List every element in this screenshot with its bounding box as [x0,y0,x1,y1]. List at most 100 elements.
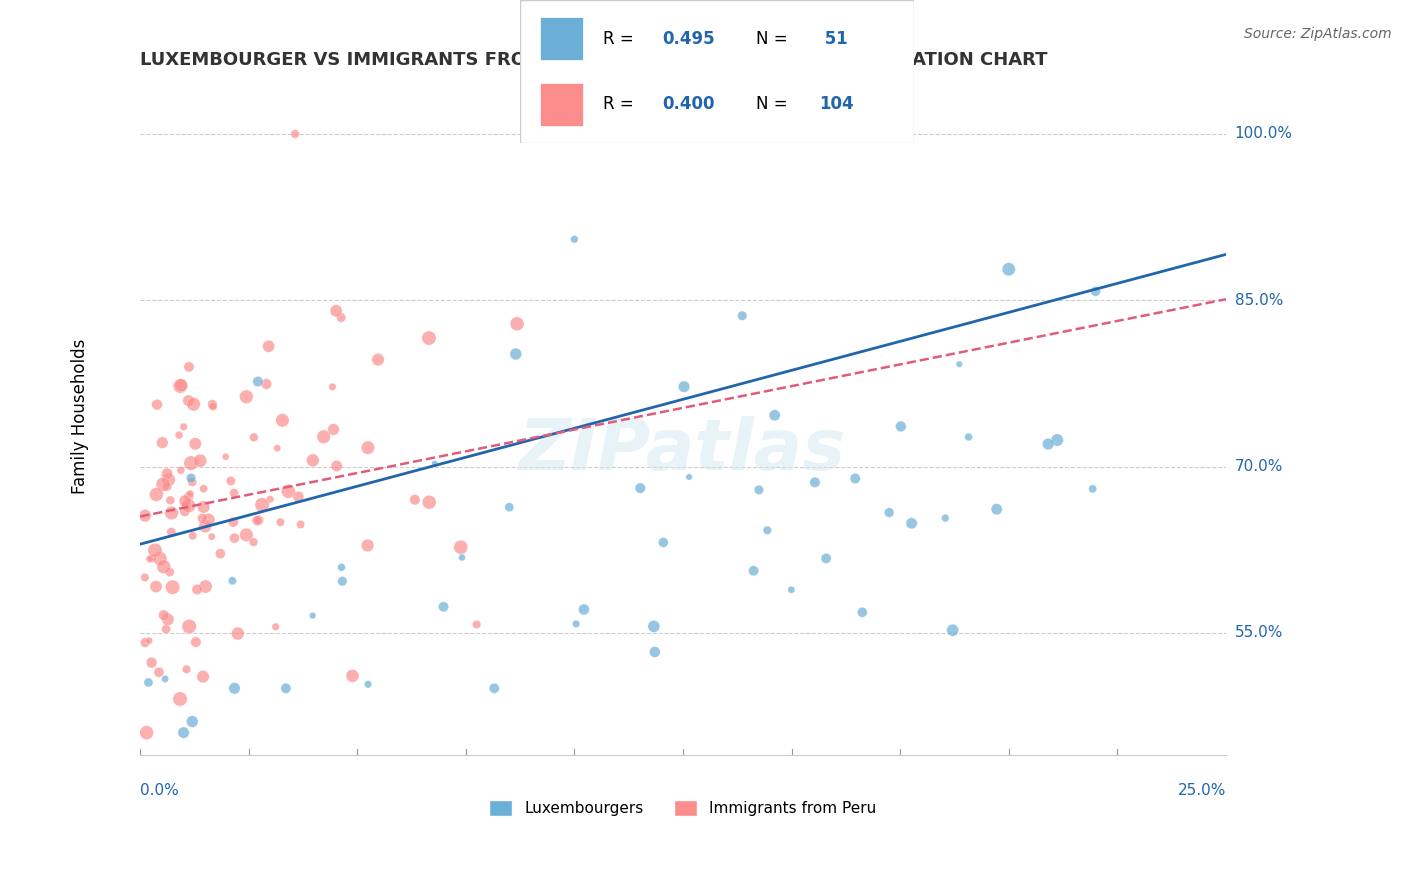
Point [145,580,167,594]
Point [572,602,595,616]
Point [135,725,157,739]
Point [678,470,700,484]
Point [179,619,201,633]
Point [173,420,195,434]
Point [301,608,323,623]
Point [332,574,354,589]
Point [451,550,474,565]
Point [179,486,201,500]
Point [152,559,174,574]
Point [302,453,325,467]
Point [134,570,156,584]
Point [224,681,246,696]
Point [484,681,506,696]
Point [1084,285,1107,299]
Text: 104: 104 [820,95,853,113]
Point [432,599,454,614]
Point [134,635,156,649]
Text: 51: 51 [820,29,848,47]
Point [159,565,181,579]
Point [201,397,224,411]
Point [284,127,307,141]
Point [177,393,200,408]
Point [191,511,214,525]
Point [643,619,665,633]
Point [628,481,651,495]
Bar [540,83,583,126]
Point [226,626,249,640]
Point [170,463,193,477]
Point [404,492,426,507]
Point [257,339,280,353]
Point [242,535,264,549]
Point [184,437,207,451]
Point [756,524,779,538]
Point [356,538,378,552]
Point [330,560,353,574]
Point [357,677,380,691]
Point [423,457,446,471]
Point [322,422,344,436]
Point [986,502,1008,516]
Point [181,475,204,489]
Point [271,413,294,427]
Point [143,543,166,558]
Point [181,714,204,729]
FancyBboxPatch shape [520,0,914,143]
Text: 0.400: 0.400 [662,95,714,113]
Text: R =: R = [603,29,638,47]
Point [201,530,224,544]
Point [191,670,214,684]
Point [851,605,873,619]
Point [219,474,242,488]
Point [1081,482,1104,496]
Point [194,519,217,533]
Text: 0.0%: 0.0% [141,782,179,797]
Point [748,483,770,497]
Point [181,529,204,543]
Point [183,397,205,411]
Point [148,665,170,680]
Point [266,441,288,455]
Point [844,471,866,485]
Point [156,480,179,494]
Point [890,419,912,434]
Point [367,352,389,367]
Point [330,310,353,325]
Point [169,692,191,706]
Point [173,504,195,518]
Point [243,430,266,444]
Point [146,398,169,412]
Point [197,513,219,527]
Point [149,551,172,566]
Text: 70.0%: 70.0% [1234,459,1282,474]
Point [209,547,232,561]
Point [142,551,165,566]
Point [180,471,202,485]
Point [742,564,765,578]
Point [173,725,195,739]
Point [177,499,200,513]
Point [246,514,269,528]
Point [184,635,207,649]
Point [138,552,160,566]
Point [156,467,179,481]
Point [357,441,380,455]
Point [652,535,675,549]
Point [942,624,965,638]
Text: Source: ZipAtlas.com: Source: ZipAtlas.com [1244,27,1392,41]
Point [138,675,160,690]
Point [224,531,246,545]
Point [250,498,273,512]
Point [153,672,176,686]
Point [177,359,200,374]
Point [465,617,488,632]
Point [174,494,197,508]
Point [780,582,803,597]
Point [160,525,183,540]
Text: 25.0%: 25.0% [1177,782,1226,797]
Point [222,486,245,500]
Point [134,508,156,523]
Point [564,232,586,246]
Point [342,669,364,683]
